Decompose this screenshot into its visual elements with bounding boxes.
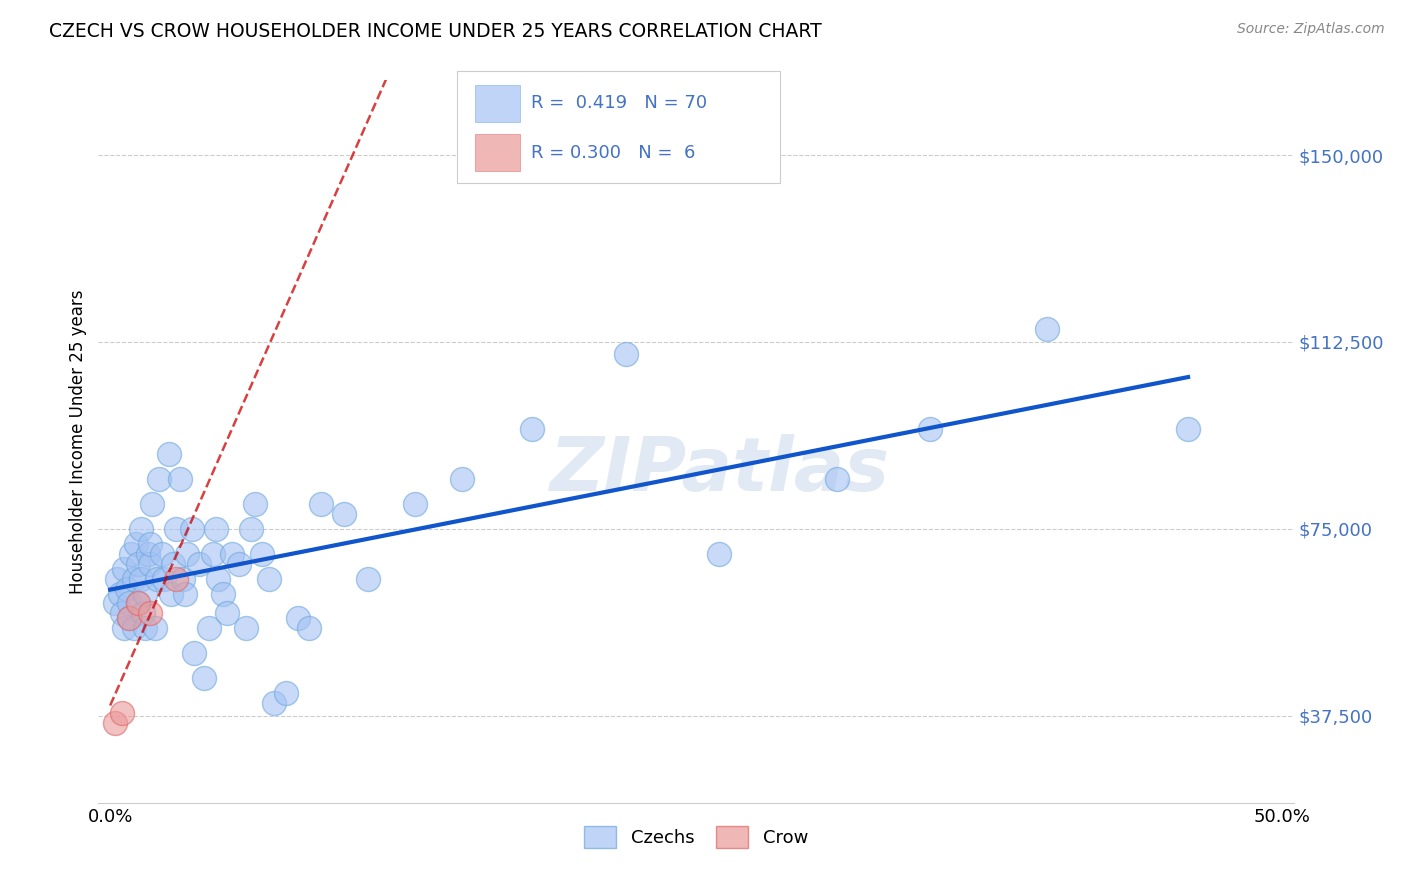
Point	[129, 572, 152, 586]
Point	[111, 607, 134, 621]
Point	[309, 497, 332, 511]
Point	[105, 572, 128, 586]
Point	[172, 572, 194, 586]
Point	[118, 611, 141, 625]
Point	[259, 572, 281, 586]
Point	[104, 597, 127, 611]
Point	[120, 547, 142, 561]
Text: Source: ZipAtlas.com: Source: ZipAtlas.com	[1237, 22, 1385, 37]
Point	[181, 522, 204, 536]
Point	[450, 472, 472, 486]
Point	[188, 557, 211, 571]
Point	[221, 547, 243, 561]
Point	[825, 472, 848, 486]
Point	[141, 497, 163, 511]
Point	[122, 621, 145, 635]
Point	[520, 422, 543, 436]
Point	[162, 557, 184, 571]
Point	[160, 586, 183, 600]
Point	[148, 472, 170, 486]
Point	[287, 611, 309, 625]
Point	[118, 611, 141, 625]
Point	[252, 547, 274, 561]
Point	[165, 572, 187, 586]
Point	[127, 557, 149, 571]
Point	[132, 607, 155, 621]
Point	[108, 586, 131, 600]
Point	[239, 522, 262, 536]
Point	[1036, 322, 1059, 336]
Point	[404, 497, 426, 511]
Text: R =  0.419   N = 70: R = 0.419 N = 70	[531, 95, 707, 112]
Point	[1177, 422, 1199, 436]
Point	[204, 522, 226, 536]
Point	[153, 572, 176, 586]
Point	[122, 572, 145, 586]
Point	[207, 572, 229, 586]
Point	[176, 547, 198, 561]
Point	[139, 537, 162, 551]
Point	[112, 621, 135, 635]
Point	[333, 507, 356, 521]
Point	[157, 447, 180, 461]
Point	[134, 586, 156, 600]
Point	[193, 671, 215, 685]
Legend: Czechs, Crow: Czechs, Crow	[576, 819, 815, 855]
Point	[174, 586, 197, 600]
Point	[118, 597, 141, 611]
Point	[127, 597, 149, 611]
Point	[920, 422, 942, 436]
Point	[263, 696, 285, 710]
Y-axis label: Householder Income Under 25 years: Householder Income Under 25 years	[69, 289, 87, 594]
Point	[129, 522, 152, 536]
Point	[217, 607, 239, 621]
Point	[245, 497, 267, 511]
Point	[169, 472, 191, 486]
Point	[211, 586, 233, 600]
Point	[115, 582, 138, 596]
Point	[143, 621, 166, 635]
Point	[104, 716, 127, 731]
Point	[139, 607, 162, 621]
Point	[136, 547, 159, 561]
Point	[165, 522, 187, 536]
Point	[139, 557, 162, 571]
Point	[709, 547, 731, 561]
Point	[127, 597, 149, 611]
Text: R = 0.300   N =  6: R = 0.300 N = 6	[531, 144, 696, 161]
Point	[614, 347, 637, 361]
Text: ZIPatlas: ZIPatlas	[550, 434, 890, 507]
Point	[228, 557, 250, 571]
Point	[357, 572, 380, 586]
Point	[183, 646, 205, 660]
Point	[202, 547, 225, 561]
Point	[298, 621, 321, 635]
Point	[146, 572, 169, 586]
Point	[235, 621, 257, 635]
Point	[150, 547, 173, 561]
Point	[111, 706, 134, 720]
Point	[197, 621, 219, 635]
Text: CZECH VS CROW HOUSEHOLDER INCOME UNDER 25 YEARS CORRELATION CHART: CZECH VS CROW HOUSEHOLDER INCOME UNDER 2…	[49, 22, 823, 41]
Point	[274, 686, 297, 700]
Point	[134, 621, 156, 635]
Point	[112, 561, 135, 575]
Point	[125, 537, 148, 551]
